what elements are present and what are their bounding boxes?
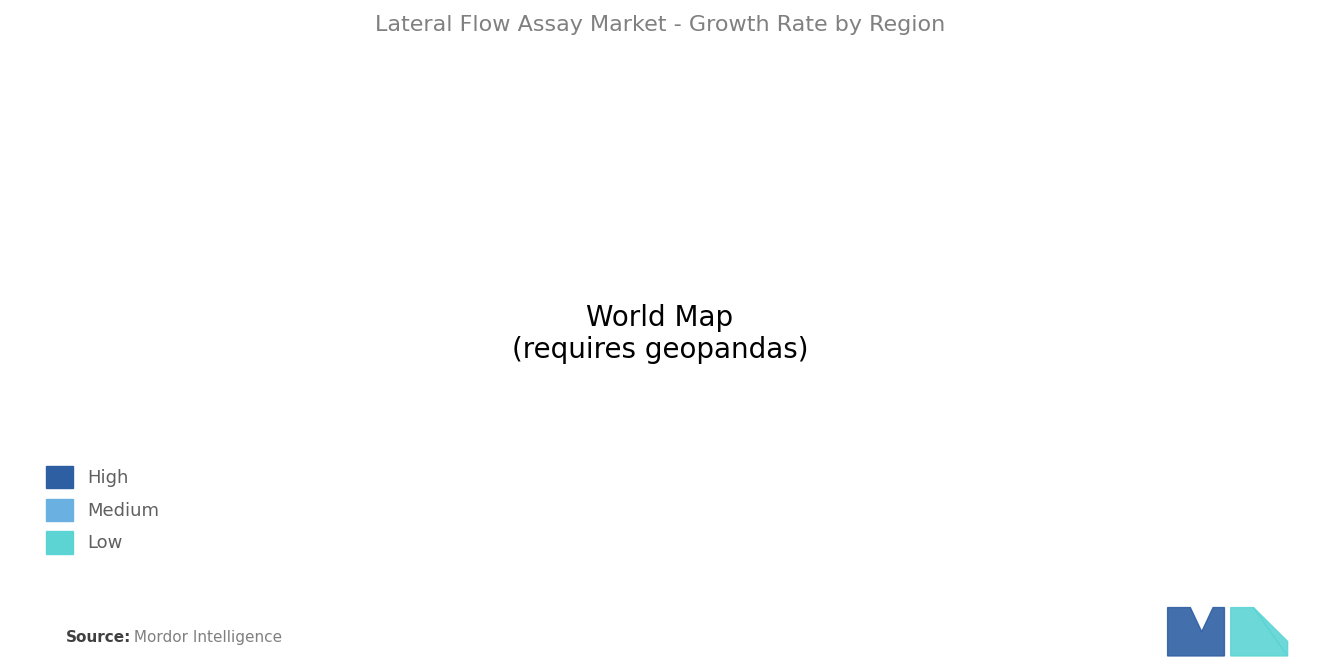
Polygon shape xyxy=(1230,608,1287,656)
Legend: High, Medium, Low: High, Medium, Low xyxy=(37,457,169,563)
Polygon shape xyxy=(1254,608,1287,656)
Text: Mordor Intelligence: Mordor Intelligence xyxy=(129,630,282,645)
Text: World Map
(requires geopandas): World Map (requires geopandas) xyxy=(512,304,808,364)
Title: Lateral Flow Assay Market - Growth Rate by Region: Lateral Flow Assay Market - Growth Rate … xyxy=(375,15,945,35)
Polygon shape xyxy=(1168,608,1225,656)
Text: Source:: Source: xyxy=(66,630,132,645)
